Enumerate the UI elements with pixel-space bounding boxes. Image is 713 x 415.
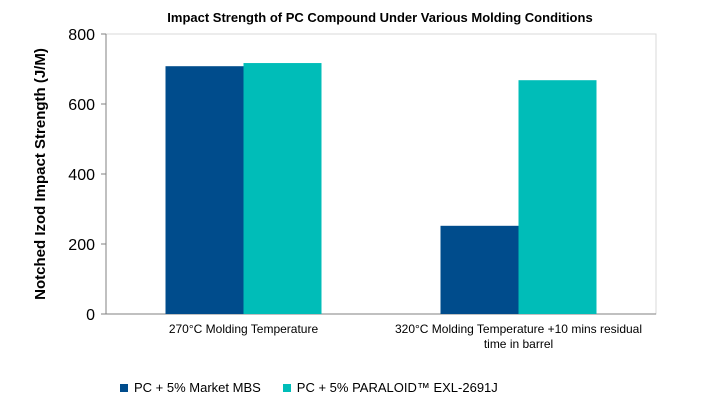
- legend: PC + 5% Market MBS PC + 5% PARALOID™ EXL…: [120, 380, 520, 395]
- y-tick-label: 600: [68, 97, 95, 114]
- chart-title: Impact Strength of PC Compound Under Var…: [167, 10, 592, 25]
- bar-market-mbs-cat2: [440, 225, 519, 314]
- y-tick-label: 400: [68, 167, 95, 184]
- x-tick-label: 320°C Molding Temperature +10 mins resid…: [395, 322, 642, 351]
- y-tick-label: 0: [86, 307, 95, 324]
- legend-label-market-mbs: PC + 5% Market MBS: [134, 380, 261, 395]
- bar-market-mbs-cat1: [165, 66, 244, 314]
- legend-item-market-mbs: PC + 5% Market MBS: [120, 380, 261, 395]
- legend-item-paraloid: PC + 5% PARALOID™ EXL-2691J: [282, 380, 498, 395]
- legend-swatch-market-mbs: [120, 383, 128, 392]
- legend-label-paraloid: PC + 5% PARALOID™ EXL-2691J: [296, 380, 498, 395]
- y-tick-label: 200: [68, 237, 95, 254]
- y-axis-label: Notched Izod Impact Strength (J/M): [32, 48, 49, 300]
- legend-swatch-paraloid: [282, 383, 291, 392]
- chart-area: Impact Strength of PC Compound Under Var…: [32, 10, 657, 351]
- y-tick-label: 800: [68, 27, 95, 44]
- x-tick-label: 270°C Molding Temperature: [169, 322, 319, 336]
- bar-paraloid-cat2: [518, 80, 597, 314]
- bar-paraloid-cat1: [243, 63, 322, 314]
